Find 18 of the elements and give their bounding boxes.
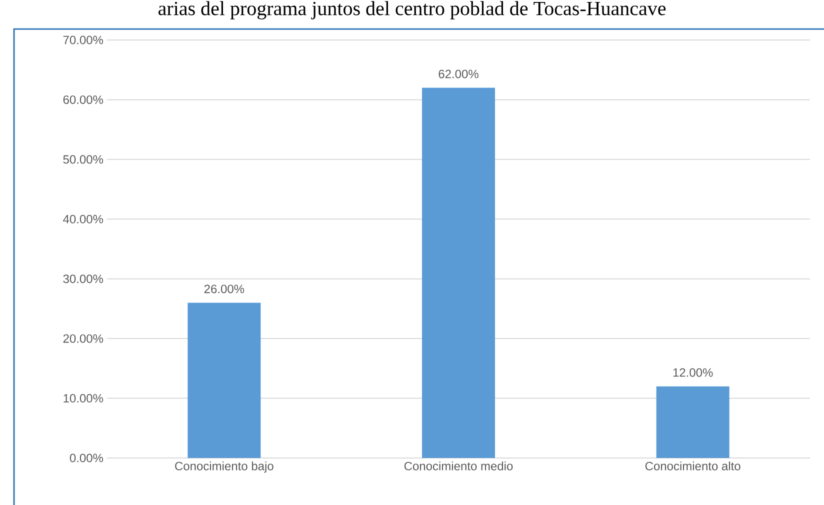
y-tick-label: 50.00%	[63, 155, 104, 164]
x-tick-label: Conocimiento alto	[645, 462, 740, 470]
bar	[422, 88, 496, 458]
y-tick-label: 70.00%	[63, 36, 104, 44]
y-tick-label: 60.00%	[63, 95, 104, 104]
x-tick-label: Conocimiento medio	[404, 462, 513, 470]
y-tick-label: 30.00%	[63, 274, 104, 284]
bar	[188, 302, 261, 458]
data-label: 26.00%	[204, 284, 244, 294]
y-tick-label: 20.00%	[63, 334, 104, 343]
y-tick-label: 10.00%	[64, 394, 104, 403]
data-label: 62.00%	[438, 70, 478, 78]
y-tick-label: 0.00%	[70, 454, 104, 462]
bar	[656, 386, 730, 458]
y-tick-label: 40.00%	[63, 214, 104, 224]
x-tick-label: Conocimiento bajo	[175, 462, 274, 473]
data-label: 12.00%	[673, 368, 713, 377]
chart-title: arias del programa juntos del centro poblad de Tocas-Huancave	[158, 1, 666, 20]
